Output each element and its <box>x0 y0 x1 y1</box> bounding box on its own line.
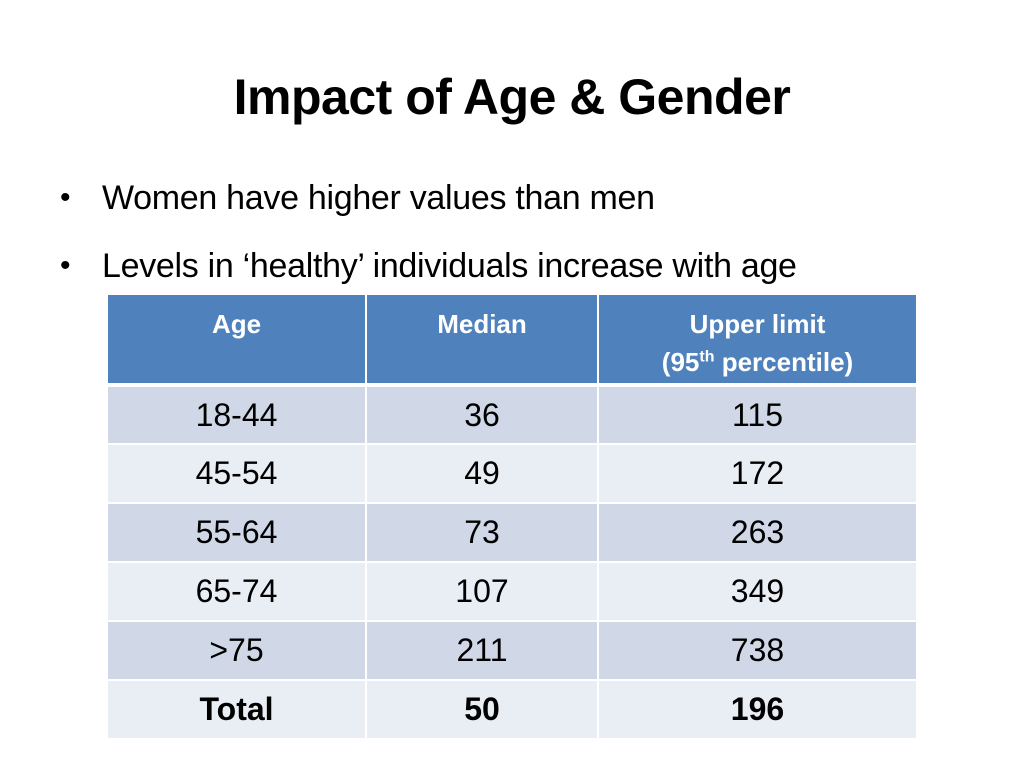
bullet-text: Levels in ‘healthy’ individuals increase… <box>102 247 797 285</box>
cell-upper: 349 <box>598 562 916 622</box>
header-upper-line1: Upper limit <box>689 309 826 339</box>
bullet-text: Women have higher values than men <box>102 179 655 217</box>
cell-median: 211 <box>366 621 599 681</box>
header-median: Median <box>366 295 599 387</box>
cell-upper: 172 <box>598 444 916 504</box>
cell-median: 73 <box>366 503 599 563</box>
bullet-list: • Women have higher values than men • Le… <box>58 164 1008 300</box>
header-upper-limit: Upper limit (95th percentile) <box>598 295 916 387</box>
cell-total-label: Total <box>108 680 367 740</box>
header-upper-suffix: percentile) <box>714 347 854 377</box>
cell-age: 45-54 <box>108 444 367 504</box>
cell-age: >75 <box>108 621 367 681</box>
cell-age: 55-64 <box>108 503 367 563</box>
cell-median: 36 <box>366 385 599 445</box>
cell-age: 65-74 <box>108 562 367 622</box>
table-row: >75 211 738 <box>108 621 916 681</box>
cell-upper: 263 <box>598 503 916 563</box>
table-header-row: Age Median Upper limit (95th percentile) <box>108 295 916 387</box>
table-row: 55-64 73 263 <box>108 503 916 563</box>
bullet-item: • Levels in ‘healthy’ individuals increa… <box>58 232 1008 300</box>
bullet-item: • Women have higher values than men <box>58 164 1008 232</box>
table-row: 65-74 107 349 <box>108 562 916 622</box>
header-age: Age <box>108 295 367 387</box>
header-upper-sup: th <box>699 348 715 366</box>
table-row: 45-54 49 172 <box>108 444 916 504</box>
table-total-row: Total 50 196 <box>108 680 916 740</box>
cell-upper: 738 <box>598 621 916 681</box>
cell-median: 49 <box>366 444 599 504</box>
table-row: 18-44 36 115 <box>108 385 916 445</box>
bullet-icon: • <box>60 181 71 214</box>
cell-median: 107 <box>366 562 599 622</box>
cell-total-median: 50 <box>366 680 599 740</box>
header-upper-prefix: (95 <box>661 347 700 377</box>
age-gender-table: Age Median Upper limit (95th percentile)… <box>108 295 916 740</box>
slide-title: Impact of Age & Gender <box>233 69 791 125</box>
cell-total-upper: 196 <box>598 680 916 740</box>
bullet-icon: • <box>60 249 71 282</box>
cell-upper: 115 <box>598 385 916 445</box>
cell-age: 18-44 <box>108 385 367 445</box>
